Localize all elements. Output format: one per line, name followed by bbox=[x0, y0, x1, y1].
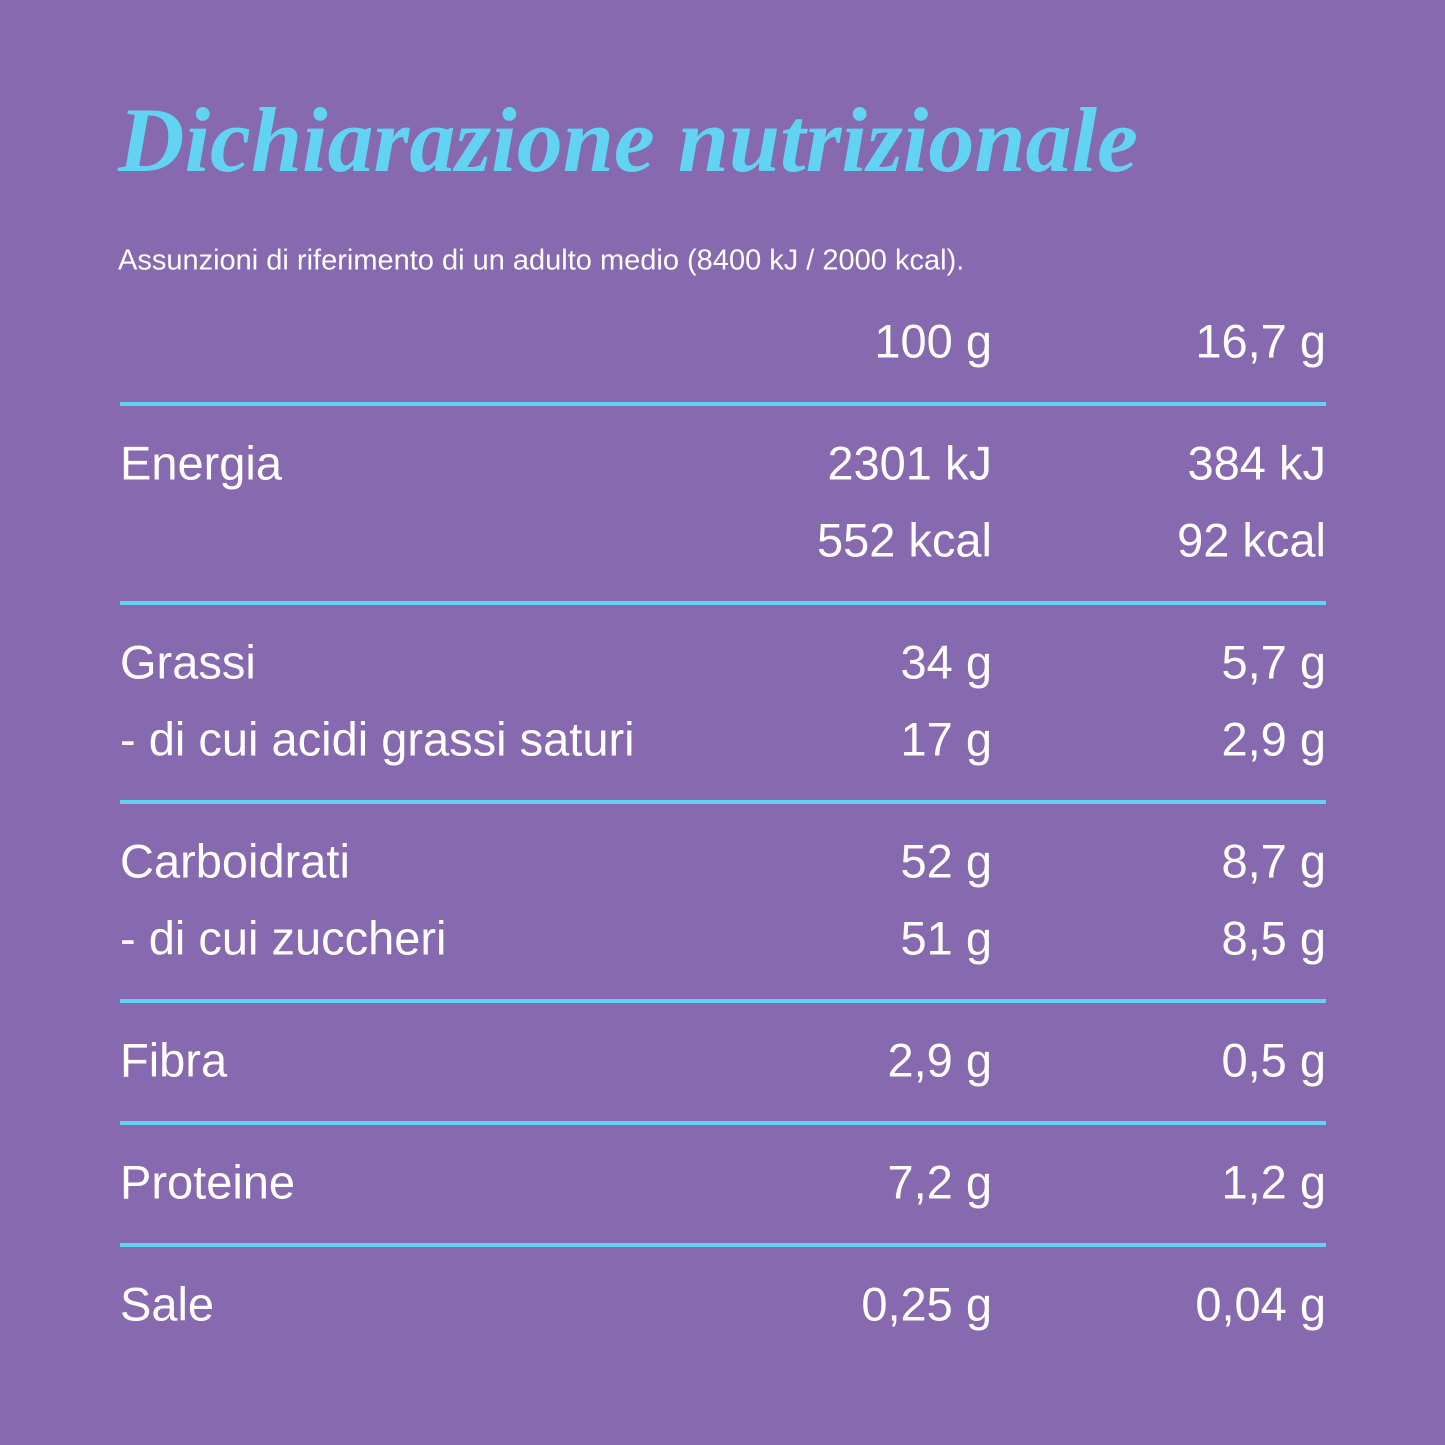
value-100g: 2,9 g bbox=[887, 1033, 992, 1086]
value-100g: 51 g bbox=[901, 911, 992, 964]
nutrient-label: Carboidrati bbox=[120, 834, 350, 887]
value-100g: 552 kcal bbox=[817, 513, 992, 566]
value-portion: 8,5 g bbox=[1221, 911, 1326, 964]
value-portion: 0,5 g bbox=[1221, 1033, 1326, 1086]
value-portion: 92 kcal bbox=[1177, 513, 1326, 566]
value-portion: 384 kJ bbox=[1188, 436, 1326, 489]
nutrient-label: - di cui zuccheri bbox=[120, 911, 447, 964]
value-portion: 2,9 g bbox=[1221, 712, 1326, 765]
nutrient-label: Energia bbox=[120, 436, 283, 489]
nutrient-label: Proteine bbox=[120, 1155, 295, 1208]
nutrient-label: Sale bbox=[120, 1277, 214, 1330]
title: Dichiarazione nutrizionale bbox=[117, 89, 1138, 191]
nutrient-label: - di cui acidi grassi saturi bbox=[120, 712, 635, 765]
value-portion: 8,7 g bbox=[1221, 834, 1326, 887]
subtitle: Assunzioni di riferimento di un adulto m… bbox=[118, 245, 964, 277]
value-100g: 0,25 g bbox=[861, 1277, 992, 1330]
value-portion: 5,7 g bbox=[1221, 635, 1326, 688]
value-100g: 17 g bbox=[901, 712, 992, 765]
nutrient-label: Fibra bbox=[120, 1033, 228, 1086]
value-100g: 52 g bbox=[901, 834, 992, 887]
column-header: 100 g bbox=[874, 314, 992, 367]
value-100g: 2301 kJ bbox=[827, 436, 992, 489]
value-100g: 7,2 g bbox=[887, 1155, 992, 1208]
nutrient-label: Grassi bbox=[120, 635, 256, 688]
value-portion: 0,04 g bbox=[1195, 1277, 1326, 1330]
column-header: 16,7 g bbox=[1195, 314, 1326, 367]
value-portion: 1,2 g bbox=[1221, 1155, 1326, 1208]
value-100g: 34 g bbox=[901, 635, 992, 688]
